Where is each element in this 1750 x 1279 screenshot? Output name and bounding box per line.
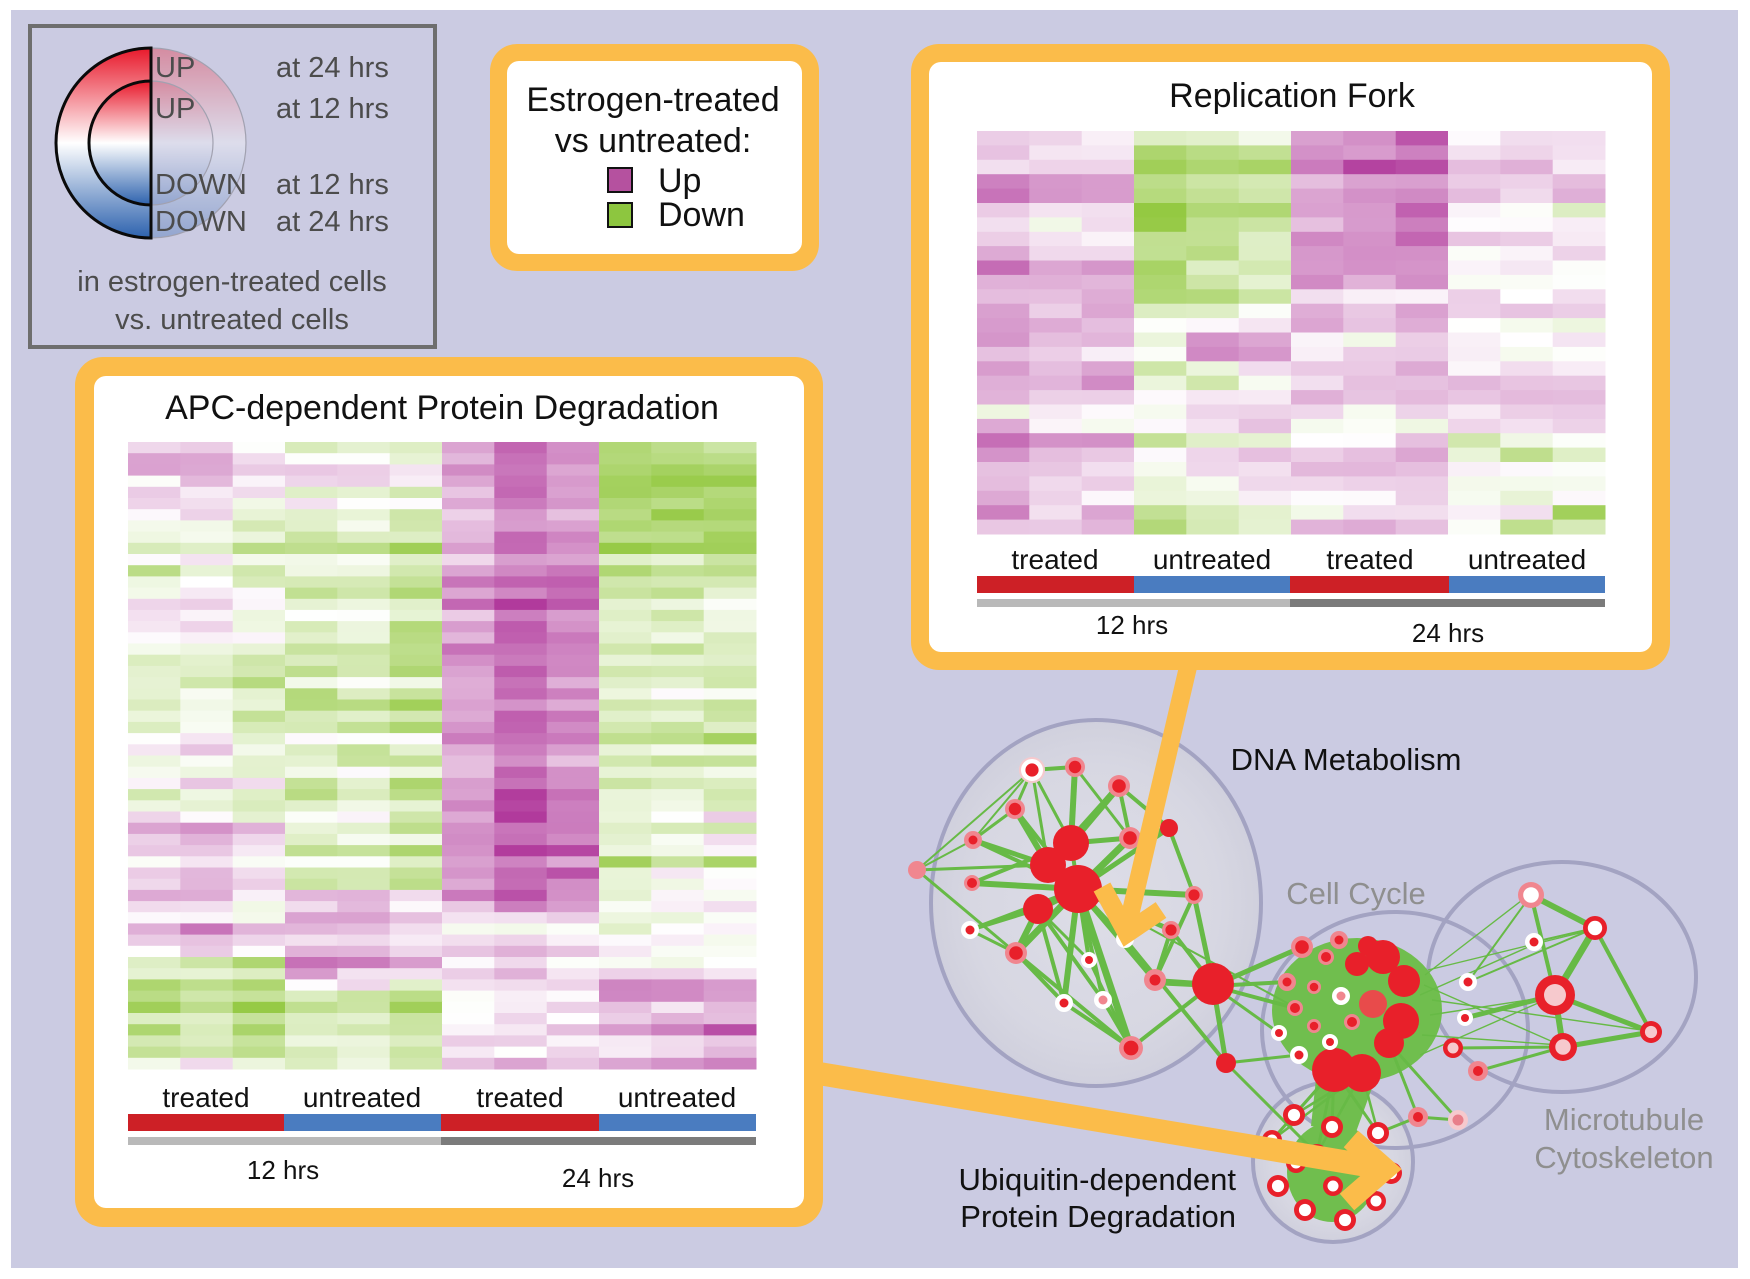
svg-text:24 hrs: 24 hrs (1412, 618, 1484, 648)
svg-text:UP: UP (155, 52, 195, 84)
svg-text:Estrogen-treated: Estrogen-treated (526, 81, 779, 119)
svg-text:in estrogen-treated cells: in estrogen-treated cells (77, 266, 387, 298)
svg-text:untreated: untreated (1153, 544, 1271, 575)
svg-text:APC-dependent Protein Degradat: APC-dependent Protein Degradation (165, 389, 719, 427)
svg-text:DOWN: DOWN (155, 206, 247, 238)
svg-text:vs untreated:: vs untreated: (555, 122, 752, 160)
svg-text:vs. untreated cells: vs. untreated cells (115, 304, 349, 336)
svg-text:DNA Metabolism: DNA Metabolism (1231, 742, 1462, 777)
svg-text:Cell Cycle: Cell Cycle (1286, 876, 1426, 911)
svg-text:treated: treated (1326, 544, 1413, 575)
svg-text:treated: treated (1011, 544, 1098, 575)
svg-text:untreated: untreated (618, 1082, 736, 1113)
svg-text:Replication Fork: Replication Fork (1169, 77, 1416, 115)
svg-text:untreated: untreated (303, 1082, 421, 1113)
svg-text:at 24 hrs: at 24 hrs (276, 206, 389, 238)
svg-text:treated: treated (162, 1082, 249, 1113)
svg-text:Ubiquitin-dependent: Ubiquitin-dependent (959, 1162, 1237, 1197)
svg-text:24 hrs: 24 hrs (562, 1163, 634, 1193)
svg-text:12 hrs: 12 hrs (247, 1155, 319, 1185)
svg-text:Down: Down (658, 196, 745, 234)
svg-text:UP: UP (155, 93, 195, 125)
svg-text:Cytoskeleton: Cytoskeleton (1534, 1140, 1713, 1175)
svg-text:at 24 hrs: at 24 hrs (276, 52, 389, 84)
svg-text:12 hrs: 12 hrs (1096, 610, 1168, 640)
svg-text:untreated: untreated (1468, 544, 1586, 575)
svg-text:DOWN: DOWN (155, 169, 247, 201)
svg-text:Up: Up (658, 162, 701, 200)
svg-text:Microtubule: Microtubule (1544, 1102, 1704, 1137)
svg-text:at 12 hrs: at 12 hrs (276, 169, 389, 201)
svg-text:treated: treated (476, 1082, 563, 1113)
svg-text:at 12 hrs: at 12 hrs (276, 93, 389, 125)
svg-text:Protein Degradation: Protein Degradation (960, 1199, 1236, 1234)
